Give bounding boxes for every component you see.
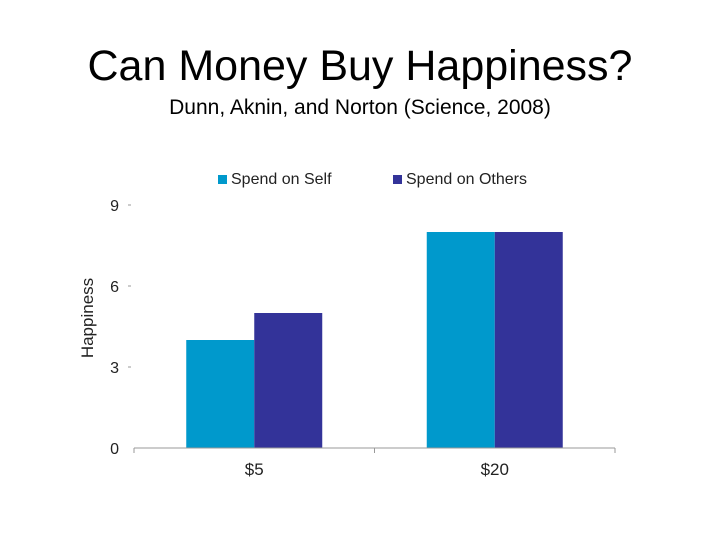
x-category-label: $5	[245, 460, 264, 479]
y-axis: 0 3 6 9	[110, 198, 131, 458]
legend-swatch-others	[393, 175, 402, 184]
bar-others-1	[494, 232, 563, 448]
x-category-label: $20	[481, 460, 509, 479]
x-axis: $5 $20	[133, 447, 616, 479]
y-tick-label: 0	[110, 441, 119, 458]
y-axis-label: Happiness	[78, 278, 97, 358]
y-tick-label: 9	[110, 198, 119, 215]
bar-self-1	[426, 232, 495, 448]
slide-subtitle: Dunn, Aknin, and Norton (Science, 2008)	[169, 96, 551, 119]
legend-label-others: Spend on Others	[406, 171, 527, 188]
bars	[186, 232, 563, 448]
bar-self-0	[186, 340, 255, 448]
slide-title: Can Money Buy Happiness?	[87, 42, 633, 90]
bar-others-0	[254, 313, 323, 448]
y-tick-label: 3	[110, 360, 119, 377]
y-tick-label: 6	[110, 279, 119, 296]
legend: Spend on Self Spend on Others	[218, 171, 527, 188]
legend-swatch-self	[218, 175, 227, 184]
legend-label-self: Spend on Self	[231, 171, 332, 188]
